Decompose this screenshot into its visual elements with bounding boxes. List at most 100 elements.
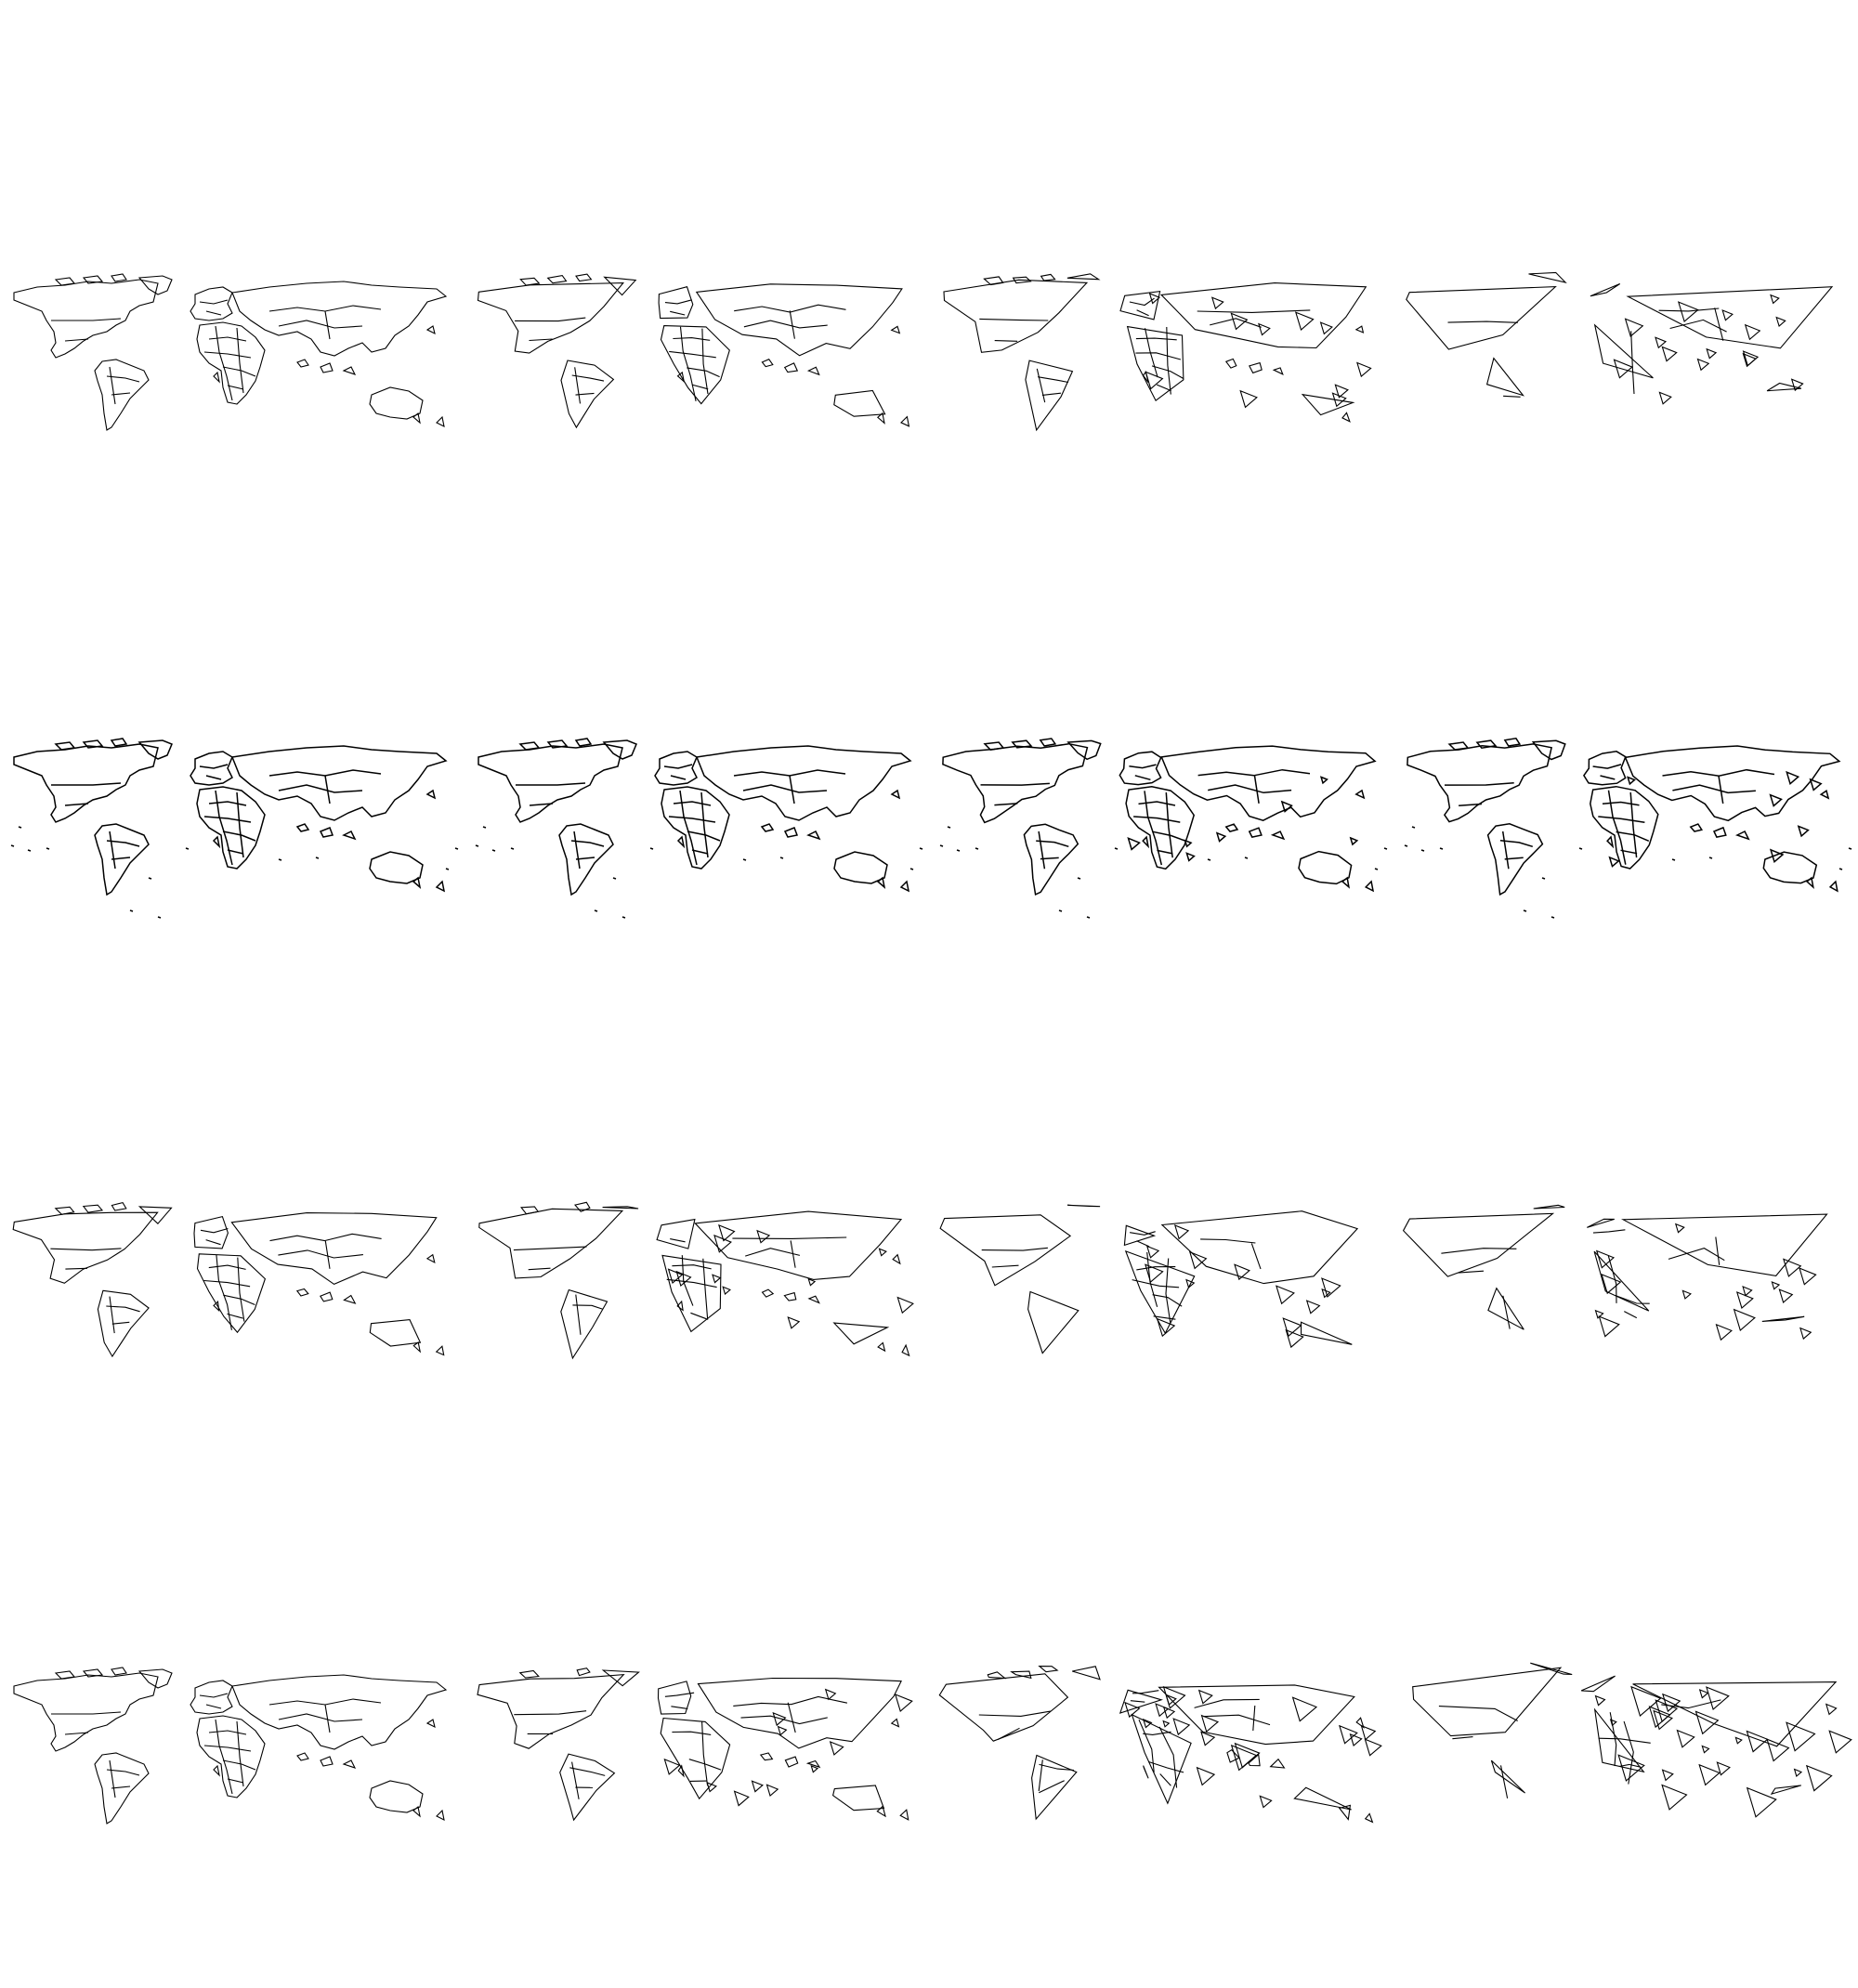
country-fragment	[1699, 1765, 1720, 1785]
coastline-southAmerica	[1491, 1760, 1524, 1793]
country-border	[204, 817, 251, 822]
country-fragment	[1772, 1282, 1779, 1289]
small-island	[1709, 857, 1712, 858]
country-border	[238, 1258, 244, 1322]
island-outline	[1041, 274, 1055, 281]
country-border	[745, 1249, 800, 1256]
island-outline	[1342, 412, 1350, 421]
country-border	[223, 1295, 255, 1304]
coastline-greenland	[1529, 272, 1566, 282]
island-outline	[344, 1760, 355, 1768]
coastline-africa	[662, 1255, 721, 1331]
country-border	[673, 338, 710, 341]
island-outline	[427, 1720, 435, 1727]
island-outline	[878, 1343, 884, 1352]
country-fragment	[1175, 1225, 1188, 1238]
small-island	[1839, 869, 1842, 870]
island-outline	[878, 878, 884, 887]
coastline-northAmerica	[1407, 287, 1556, 349]
country-fragment	[1596, 1311, 1603, 1318]
country-border	[223, 1760, 255, 1770]
country-fragment	[897, 1298, 913, 1314]
country-border	[237, 328, 243, 393]
coastline-asia	[232, 281, 446, 356]
world-map-panel-r2-c2	[464, 595, 929, 1059]
country-border	[110, 831, 115, 869]
country-border	[1159, 1727, 1177, 1788]
country-border	[269, 306, 381, 311]
island-outline	[761, 1753, 773, 1760]
island-outline	[521, 1207, 538, 1214]
country-border	[325, 1241, 330, 1269]
country-fragment	[1702, 1746, 1708, 1753]
country-border	[206, 1240, 221, 1245]
country-fragment	[713, 1275, 720, 1282]
island-outline	[1821, 791, 1828, 798]
small-island	[1115, 848, 1118, 849]
country-border	[1139, 802, 1176, 805]
small-island	[1551, 917, 1554, 918]
small-island	[1440, 848, 1443, 849]
small-island	[743, 859, 746, 860]
country-border	[206, 1705, 221, 1708]
country-border	[664, 765, 692, 768]
small-island	[975, 848, 978, 849]
world-map-svg	[0, 1524, 464, 1988]
coastline-greenland	[1072, 1667, 1100, 1680]
country-border	[1716, 1237, 1720, 1265]
coastline-greenland	[1067, 1205, 1100, 1206]
world-map-svg	[464, 130, 929, 595]
world-map-panel-r1-c2	[464, 130, 929, 595]
country-fragment	[1696, 1711, 1719, 1733]
country-border	[1130, 298, 1155, 305]
island-outline	[893, 1255, 900, 1264]
coastline-northAmerica	[14, 280, 158, 358]
coastline-asia	[695, 1211, 901, 1279]
country-fragment	[1659, 392, 1670, 403]
country-border	[1715, 307, 1723, 340]
country-border	[112, 1322, 130, 1324]
small-island	[1421, 850, 1424, 851]
country-border	[1042, 393, 1061, 395]
coastline-asia	[1161, 746, 1375, 820]
island-outline	[785, 1757, 797, 1767]
country-fragment	[1232, 1746, 1257, 1771]
island-outline	[214, 1766, 219, 1775]
small-island	[957, 850, 960, 851]
island-outline	[1226, 824, 1237, 831]
world-map-panel-r2-c1	[0, 595, 464, 1059]
country-fragment	[1786, 772, 1798, 784]
coastline-africa	[197, 322, 265, 404]
small-island	[492, 850, 495, 851]
country-border	[206, 776, 221, 779]
country-fragment	[1322, 1278, 1341, 1297]
country-border	[1143, 1732, 1171, 1734]
country-fragment	[1717, 1325, 1732, 1340]
country-border	[1166, 792, 1172, 857]
country-border	[667, 1279, 717, 1287]
coastline-asia	[231, 1213, 436, 1285]
coastline-greenland	[603, 1207, 639, 1209]
country-fragment	[1340, 1726, 1357, 1744]
country-border	[209, 1265, 246, 1269]
world-map-panel-r4-c3	[929, 1524, 1394, 1988]
world-map-svg	[0, 130, 464, 595]
world-map-panel-r3-c2	[464, 1059, 929, 1524]
country-border	[204, 1281, 251, 1287]
island-outline	[344, 831, 355, 839]
country-fragment	[1259, 324, 1270, 335]
country-fragment	[1610, 857, 1619, 867]
island-outline	[1607, 837, 1613, 846]
country-border	[979, 319, 1048, 320]
country-border	[1132, 1691, 1158, 1694]
country-border	[1131, 1701, 1145, 1703]
small-island	[1078, 878, 1080, 879]
country-border	[1198, 770, 1310, 776]
country-border	[576, 1295, 581, 1335]
island-outline	[111, 274, 126, 281]
country-border	[1197, 310, 1311, 313]
island-outline	[321, 1757, 333, 1766]
island-outline	[1340, 1805, 1351, 1819]
country-fragment	[1698, 360, 1709, 371]
island-outline	[1040, 1667, 1057, 1672]
